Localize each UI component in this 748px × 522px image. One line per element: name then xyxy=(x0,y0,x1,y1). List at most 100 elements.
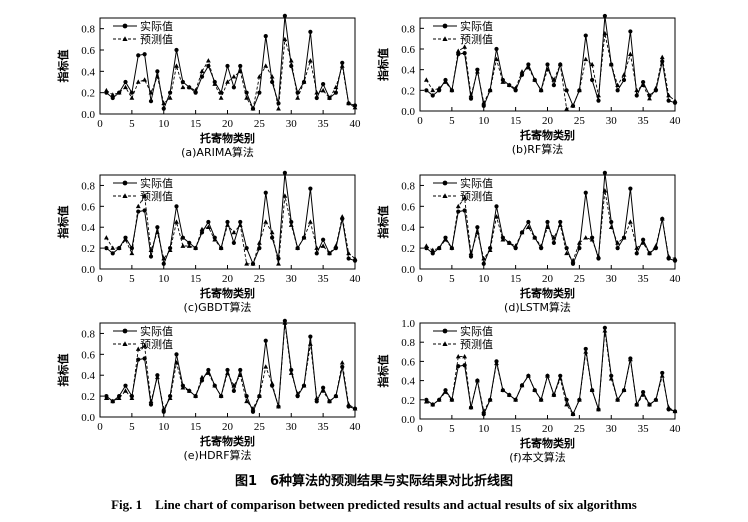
legend-marker-triangle xyxy=(442,193,448,198)
series-point-circle xyxy=(468,96,474,101)
x-axis-label: 托寄物类别 xyxy=(200,434,255,448)
series-point-circle xyxy=(110,251,115,256)
chart-panel-1: 0.0 0.2 0.4 0.6 0.8 0 5 10 15 20 25 30 35 40 托寄物类别 指标值 (… xyxy=(56,13,361,159)
x-tick-label: 20 xyxy=(222,273,234,285)
x-tick-label: 35 xyxy=(638,423,650,435)
series-point-circle xyxy=(526,62,531,67)
x-tick-label: 0 xyxy=(417,423,423,435)
x-tick-label: 10 xyxy=(158,421,170,433)
series-point-triangle xyxy=(269,229,275,235)
series-point-triangle xyxy=(103,235,109,240)
series-point-triangle xyxy=(320,388,326,393)
x-axis-label: 托寄物类别 xyxy=(520,436,575,450)
series-point-circle xyxy=(314,399,319,404)
x-axis-label: 托寄物类别 xyxy=(520,128,575,142)
x-tick-label: 0 xyxy=(97,421,103,433)
series-point-triangle xyxy=(627,356,633,362)
series-point-circle xyxy=(462,208,467,213)
series-point-triangle xyxy=(352,255,358,261)
series-point-triangle xyxy=(148,247,154,252)
series-point-circle xyxy=(430,93,435,98)
legend-label: 实际值 xyxy=(140,176,173,190)
series-point-triangle xyxy=(263,219,269,224)
series-point-circle xyxy=(583,33,588,38)
series-point-circle xyxy=(424,88,429,93)
series-point-triangle xyxy=(154,74,160,79)
series-point-circle xyxy=(551,83,556,88)
series-point-circle xyxy=(430,251,435,256)
legend-label: 预测值 xyxy=(460,190,493,203)
series-point-triangle xyxy=(237,372,243,378)
x-axis-label: 托寄物类别 xyxy=(200,131,255,145)
series-point-triangle xyxy=(487,397,493,402)
legend-marker-triangle xyxy=(122,36,128,41)
series-point-circle xyxy=(174,47,179,53)
series-point-circle xyxy=(590,77,595,83)
series-point-triangle xyxy=(583,349,589,354)
series-point-triangle xyxy=(455,203,461,209)
series-point-triangle xyxy=(129,395,135,400)
series-point-circle xyxy=(456,209,461,214)
series-point-triangle xyxy=(474,69,480,74)
series-point-circle xyxy=(289,63,294,69)
series-point-circle xyxy=(289,219,294,225)
series-point-triangle xyxy=(583,56,589,62)
series-point-circle xyxy=(263,190,268,195)
x-tick-label: 35 xyxy=(638,115,650,127)
y-tick-label: 0.8 xyxy=(81,180,95,192)
x-tick-label: 25 xyxy=(254,421,266,433)
series-point-triangle xyxy=(186,84,192,90)
series-point-triangle xyxy=(282,36,288,42)
series-point-triangle xyxy=(307,341,313,346)
series-point-circle xyxy=(615,246,620,251)
series-point-triangle xyxy=(135,79,141,84)
series-point-triangle xyxy=(123,388,128,393)
y-axis-label: 指标值 xyxy=(56,354,70,387)
x-tick-label: 30 xyxy=(286,118,298,130)
series-point-triangle xyxy=(314,395,320,400)
series-point-triangle xyxy=(500,79,506,84)
x-tick-label: 15 xyxy=(190,273,202,285)
series-point-triangle xyxy=(519,229,525,235)
series-point-circle xyxy=(282,170,287,176)
series-point-triangle xyxy=(193,87,199,93)
legend-label: 实际值 xyxy=(460,19,493,33)
series-point-triangle xyxy=(180,84,186,90)
series-point-triangle xyxy=(269,74,275,79)
series-point-triangle xyxy=(288,222,294,227)
series-line-2 xyxy=(106,194,356,265)
series-point-circle xyxy=(289,367,294,373)
series-point-triangle xyxy=(339,63,345,68)
series-point-triangle xyxy=(487,87,493,93)
y-tick-label: 0.4 xyxy=(81,222,95,234)
series-point-triangle xyxy=(199,226,205,232)
series-point-triangle xyxy=(314,90,320,95)
series-point-circle xyxy=(219,90,224,95)
series-point-circle xyxy=(231,85,236,90)
series-point-circle xyxy=(545,219,550,225)
series-point-triangle xyxy=(602,328,608,333)
y-tick-label: 0.2 xyxy=(81,391,95,403)
series-point-triangle xyxy=(339,360,345,365)
series-point-triangle xyxy=(494,56,499,62)
series-point-triangle xyxy=(116,90,122,95)
chart-title: (d)LSTM算法 xyxy=(504,300,571,314)
series-point-circle xyxy=(481,261,486,266)
series-point-circle xyxy=(628,186,633,191)
series-point-triangle xyxy=(307,219,313,224)
series-point-circle xyxy=(660,370,665,376)
series-point-triangle xyxy=(129,250,135,256)
y-tick-label: 0.2 xyxy=(401,85,415,97)
y-tick-label: 0.8 xyxy=(81,24,95,36)
series-point-triangle xyxy=(468,92,474,98)
legend-label: 预测值 xyxy=(140,190,173,203)
series-point-circle xyxy=(155,69,160,74)
series-point-triangle xyxy=(314,245,320,250)
series-point-circle xyxy=(308,186,313,191)
series-point-triangle xyxy=(282,320,288,325)
x-tick-label: 5 xyxy=(129,273,135,285)
y-tick-label: 0.4 xyxy=(401,65,415,77)
series-point-circle xyxy=(308,29,313,34)
series-point-circle xyxy=(526,219,531,225)
legend-marker-triangle xyxy=(442,36,448,41)
